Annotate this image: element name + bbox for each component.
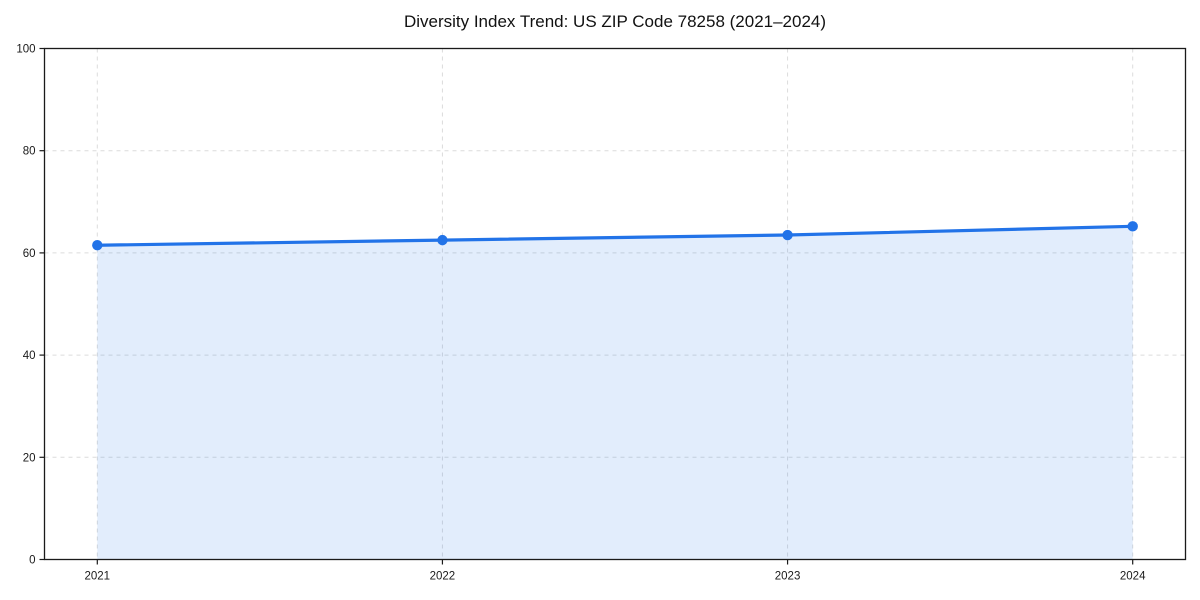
x-tick-label: 2023: [775, 571, 801, 583]
plot-border: [43, 47, 1187, 561]
y-tick-label: 80: [23, 146, 36, 158]
x-tick-label: 2022: [430, 571, 456, 583]
y-tick-label: 20: [23, 452, 36, 464]
y-tick-label: 0: [29, 555, 35, 567]
y-tick-label: 60: [23, 248, 36, 260]
y-tick-label: 40: [23, 350, 36, 362]
x-tick-label: 2024: [1120, 571, 1146, 583]
data-point-marker: [437, 234, 448, 246]
y-tick-label: 100: [16, 44, 35, 56]
trend-line: [95, 224, 1135, 247]
data-point-marker: [92, 240, 103, 251]
data-point-marker: [782, 229, 793, 241]
data-point-marker: [1127, 221, 1138, 232]
x-tick-label: 2021: [85, 571, 111, 583]
area-fill: [97, 226, 1133, 560]
chart-title: Diversity Index Trend: US ZIP Code 78258…: [403, 12, 827, 31]
